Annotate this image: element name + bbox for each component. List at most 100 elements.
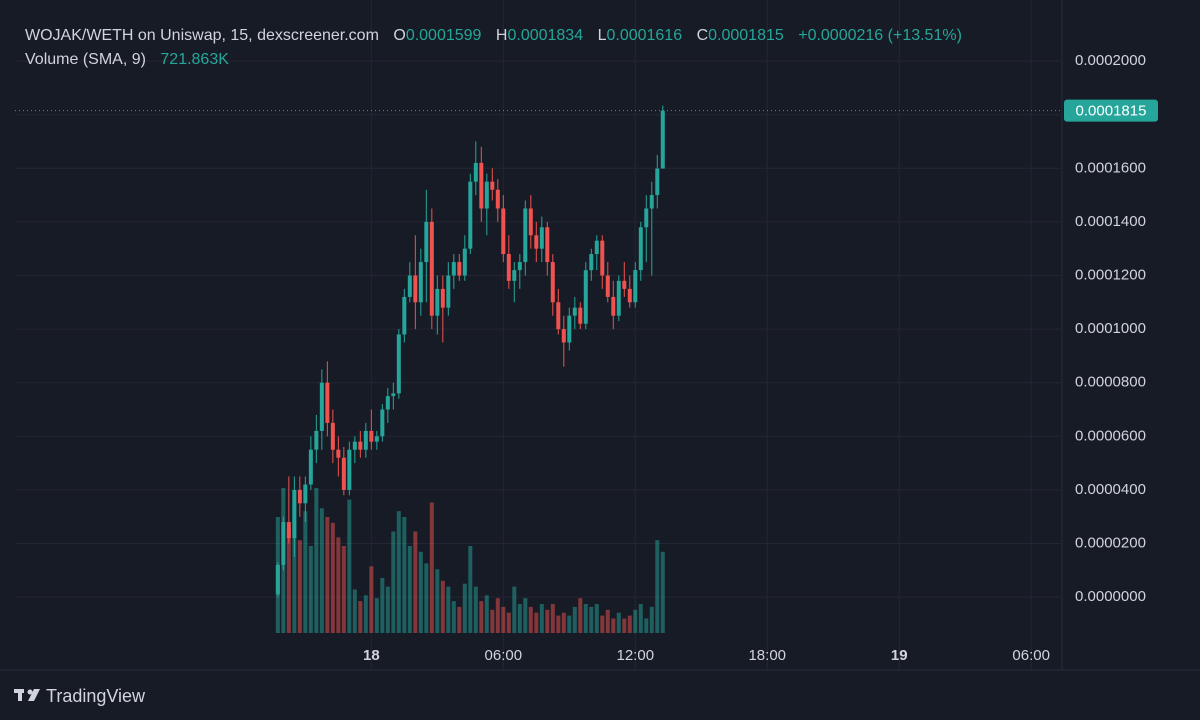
candle-body [281, 522, 286, 565]
candle-body [561, 329, 566, 343]
candle-body [638, 227, 643, 271]
candle-body [539, 227, 544, 249]
logo-part [28, 689, 40, 701]
candle-body [402, 296, 407, 335]
volume-bar [457, 606, 462, 633]
volume-bar [462, 583, 467, 633]
volume-bar [556, 615, 561, 633]
x-tick-label: 18:00 [748, 647, 786, 664]
candle-body [501, 208, 506, 255]
volume-bar [380, 577, 385, 633]
volume-bar [347, 499, 352, 633]
volume-bar [446, 586, 451, 633]
volume-bar [292, 502, 297, 633]
volume-bar [600, 615, 605, 633]
candle-body [616, 280, 621, 316]
volume-bar [352, 589, 357, 633]
volume-bar [583, 604, 588, 633]
candle-body [407, 275, 412, 297]
candle-body [380, 409, 385, 437]
candle-body [435, 288, 440, 316]
candle-body [358, 441, 363, 450]
volume-bar [539, 604, 544, 633]
candle-body [308, 449, 313, 485]
candle-body [572, 307, 577, 316]
volume-bar [638, 604, 643, 633]
volume-bar [308, 546, 313, 633]
candle-body [512, 270, 517, 281]
candle-body [391, 393, 396, 397]
candle-body [319, 382, 324, 431]
volume-bar [644, 618, 649, 633]
y-tick-label: 0.0000800 [1075, 374, 1146, 391]
candle-body [473, 162, 478, 182]
candle-body [627, 288, 632, 303]
volume-bar [325, 517, 330, 633]
ohlc-key: C [696, 27, 709, 44]
candle-body [429, 221, 434, 316]
volume-bar [468, 546, 473, 633]
volume-bar [605, 609, 610, 633]
volume-bar [594, 604, 599, 633]
ohlc-value: 0.0001834 [507, 27, 584, 44]
volume-bar [396, 511, 401, 633]
candle-body [578, 307, 583, 324]
logo-part [18, 689, 22, 701]
volume-bar [567, 615, 572, 633]
candle-body [468, 181, 473, 249]
ohlc-value: 0.0001599 [405, 27, 482, 44]
volume-bar [649, 606, 654, 633]
candle-body [523, 208, 528, 263]
volume-bar [517, 604, 522, 633]
volume-bar [512, 586, 517, 633]
candle-body [550, 262, 555, 303]
candle-body [611, 296, 616, 316]
candle-body [369, 430, 374, 442]
volume-bar [407, 546, 412, 633]
candle-body [424, 221, 429, 263]
volume-sma: 721.863K [160, 51, 229, 68]
volume-bar [286, 528, 291, 633]
candle-body [556, 302, 561, 330]
volume-bar [363, 595, 368, 633]
volume-bar [435, 569, 440, 633]
last-price-box [1064, 99, 1158, 122]
x-tick-label: 06:00 [485, 647, 523, 664]
volume-bar [429, 502, 434, 633]
change: +0.0000216 (+13.51%) [798, 27, 962, 44]
candle-body [451, 262, 456, 276]
volume-bar [319, 508, 324, 633]
candle-body [413, 275, 418, 303]
volume-bar [611, 618, 616, 633]
candle-body [545, 227, 550, 263]
volume-bar [479, 601, 484, 633]
volume-bar [336, 537, 341, 633]
ohlc-key: O [393, 27, 406, 44]
candle-body [534, 235, 539, 249]
y-tick-label: 0.0001200 [1075, 266, 1146, 283]
y-tick-label: 0.0002000 [1075, 52, 1146, 69]
candle-body [495, 189, 500, 209]
volume-label: Volume (SMA, 9) [25, 51, 146, 68]
volume-bar [369, 566, 374, 633]
y-tick-label: 0.0001400 [1075, 213, 1146, 230]
candle-body [462, 248, 467, 276]
candle-body [567, 315, 572, 343]
volume-bar [561, 612, 566, 633]
volume-bar [655, 540, 660, 633]
ohlc-value: 0.0001815 [708, 27, 784, 44]
candle-body [286, 522, 291, 539]
volume-bar [622, 618, 627, 633]
volume-bar [303, 511, 308, 633]
candle-body [297, 489, 302, 504]
x-tick-label: 06:00 [1012, 647, 1050, 664]
volume-bar [440, 580, 445, 633]
x-tick-label: 12:00 [617, 647, 655, 664]
volume-bar [424, 563, 429, 633]
candle-body [330, 422, 335, 450]
volume-bar [314, 488, 319, 633]
x-tick-label: 18 [363, 647, 380, 664]
legend: WOJAK/WETH on Uniswap, 15, dexscreener.c… [25, 24, 962, 72]
candle-body [336, 449, 341, 458]
